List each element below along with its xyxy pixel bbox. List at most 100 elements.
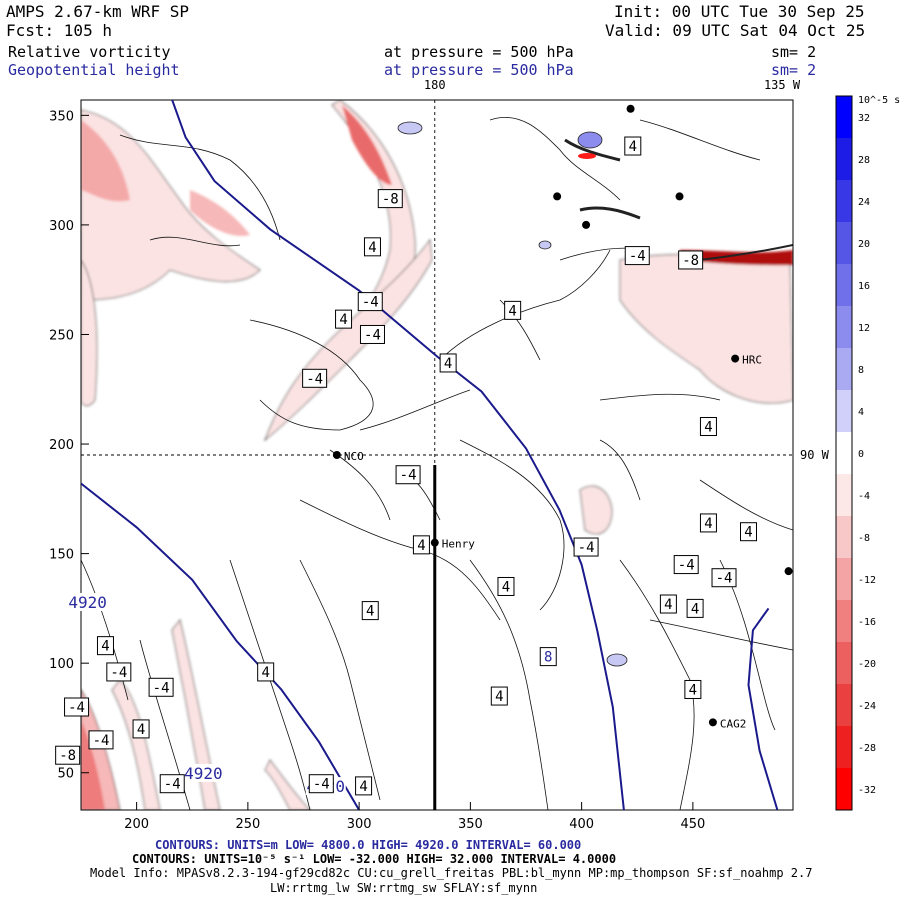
- colorbar-swatch: [836, 306, 852, 349]
- contour-7: [639, 119, 761, 161]
- intense-feature-1: [564, 138, 621, 162]
- vorticity-contours: [81, 116, 793, 810]
- contour-label: 4: [368, 240, 376, 256]
- colorbar-tick-label: -20: [858, 659, 876, 670]
- footer-model-info: Model Info: MPASv8.2.3-194-gf29cd82c CU:…: [90, 866, 813, 880]
- contour-label-box: [624, 136, 642, 156]
- contour-23: [599, 439, 641, 501]
- colorbar-swatch: [836, 726, 852, 769]
- colorbar-tick-label: -12: [858, 575, 876, 586]
- y-axis-ticks: 50 100 150 200 250 300 350: [49, 109, 89, 782]
- contour-label: -4: [313, 777, 330, 793]
- colorbar-swatch: [836, 642, 852, 685]
- colorbar-tick-label: -16: [858, 617, 876, 628]
- shade-sw4: [264, 759, 311, 810]
- intense-feature-red: [578, 153, 596, 159]
- shade-nw: [81, 109, 261, 301]
- shade-positive-3: [606, 653, 628, 667]
- contour-label-box: [159, 774, 185, 794]
- colorbar-swatch: [836, 768, 852, 811]
- contour-label-box: [88, 730, 114, 750]
- x-tick-label: 250: [235, 817, 260, 832]
- shade-positive-4: [538, 240, 552, 250]
- contour-9: [599, 393, 721, 401]
- colorbar-swatch: [836, 600, 852, 643]
- contour-label-box: [106, 662, 132, 682]
- station-marker: [430, 538, 439, 547]
- footer-model-info-2: LW:rrtmg_lw SW:rrtmg_sw SFLAY:sf_mynn: [270, 881, 538, 895]
- y-tick-label: 300: [49, 219, 74, 234]
- contour-label: -8: [682, 253, 699, 269]
- contour-label-box: [659, 594, 677, 614]
- contour-19: [81, 559, 129, 701]
- y-tick-label: 150: [49, 548, 74, 563]
- colorbar-swatch: [836, 180, 852, 223]
- height-label-bg: [67, 593, 108, 612]
- contour-label-box: [395, 465, 421, 485]
- colorbar-swatch: [836, 348, 852, 391]
- colorbar-unit-label: 10^-5 s^-1: [858, 95, 900, 106]
- shade-sw2: [111, 679, 161, 810]
- contour-12: [299, 559, 381, 801]
- contour-label: -4: [362, 295, 379, 311]
- contour-15: [699, 479, 793, 531]
- contour-label: 4: [704, 516, 712, 532]
- contour-5: [439, 249, 611, 361]
- field2-name: Geopotential height: [8, 61, 180, 79]
- contour-label-box: [439, 353, 457, 373]
- colorbar-tick-label: 24: [858, 197, 870, 208]
- colorbar-swatch: [836, 390, 852, 433]
- height-contour-1: [171, 100, 625, 810]
- colorbar-tick-label: 20: [858, 239, 870, 250]
- contour-17: [229, 559, 311, 810]
- contour-label: -4: [93, 733, 110, 749]
- contour-24: [719, 559, 776, 731]
- colorbar-swatch: [836, 138, 852, 181]
- y-tick-label: 200: [49, 438, 74, 453]
- contour-label: -4: [678, 558, 695, 574]
- y-tick-label: 250: [49, 328, 74, 343]
- shade-east: [619, 254, 793, 404]
- shade-east-core: [680, 250, 793, 266]
- colorbar-tick-label: 0: [858, 449, 864, 460]
- field1-smoothing: sm= 2: [771, 43, 817, 61]
- contour-label-box: [355, 776, 373, 796]
- init-time: Init: 00 UTC Tue 30 Sep 25: [614, 2, 865, 21]
- shade-left-band: [81, 259, 98, 407]
- colorbar-swatch: [836, 558, 852, 601]
- contour-label-box: [412, 535, 430, 555]
- shade-sw1-core: [81, 720, 105, 810]
- valid-time: Valid: 09 UTC Sat 04 Oct 25: [605, 21, 866, 40]
- contour-label-box: [148, 677, 174, 697]
- contour-label: 4: [339, 312, 347, 328]
- vorticity-positive-shading: [397, 121, 628, 667]
- contour-label-box: [673, 555, 699, 575]
- contour-label-box: [308, 774, 334, 794]
- colorbar-swatch: [836, 432, 852, 475]
- height-contour-3: [747, 607, 779, 810]
- station-marker: [553, 192, 562, 201]
- contour-label-box: [132, 719, 150, 739]
- contour-label-box: [359, 324, 385, 344]
- contour-label-box: [711, 568, 737, 588]
- shade-positive-2: [577, 131, 603, 149]
- colorbar-tick-label: 32: [858, 113, 870, 124]
- contour-10: [459, 439, 565, 611]
- contour-label: 4: [704, 420, 712, 436]
- contour-label-box: [55, 745, 81, 765]
- contour-label: 4: [629, 139, 637, 155]
- contour-label-box: [504, 300, 522, 320]
- colorbar-tick-label: -32: [858, 785, 876, 796]
- contour-label-box: [357, 292, 383, 312]
- colorbar-tick-label: 12: [858, 323, 870, 334]
- field1-level: at pressure = 500 hPa: [384, 43, 574, 61]
- contour-label: 4: [359, 779, 367, 795]
- colorbar-swatch: [836, 96, 852, 139]
- x-axis-ticks: 200 250 300 350 400 450: [124, 802, 705, 832]
- station-marker: [582, 220, 591, 229]
- contour-label: -4: [629, 249, 646, 265]
- contour-1: [119, 134, 281, 241]
- shade-ne-stripe-core: [342, 105, 392, 185]
